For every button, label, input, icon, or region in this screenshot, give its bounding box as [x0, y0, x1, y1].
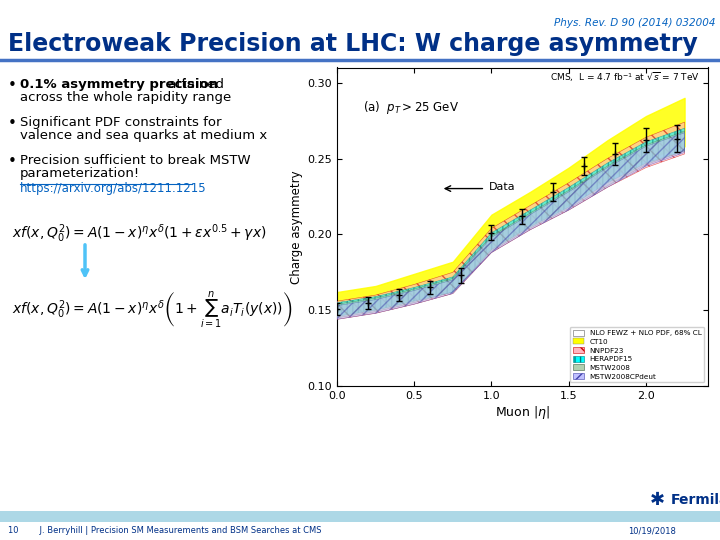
Text: CMS,  L = 4.7 fb$^{-1}$ at $\sqrt{s}$ = 7 TeV: CMS, L = 4.7 fb$^{-1}$ at $\sqrt{s}$ = 7… — [550, 71, 701, 84]
Text: Fermilab: Fermilab — [671, 493, 720, 507]
X-axis label: Muon $|\eta|$: Muon $|\eta|$ — [495, 404, 550, 421]
Legend: NLO FEWZ + NLO PDF, 68% CL, CT10, NNPDF23, HERAPDF15, MSTW2008, MSTW2008CPdeut: NLO FEWZ + NLO PDF, 68% CL, CT10, NNPDF2… — [570, 327, 704, 382]
Text: Electroweak Precision at LHC: W charge asymmetry: Electroweak Precision at LHC: W charge a… — [8, 32, 698, 56]
Text: https://arxiv.org/abs/1211.1215: https://arxiv.org/abs/1211.1215 — [20, 182, 207, 195]
Text: $xf(x, Q_0^2) = A(1-x)^\eta x^\delta (1 + \epsilon x^{0.5} + \gamma x)$: $xf(x, Q_0^2) = A(1-x)^\eta x^\delta (1 … — [12, 222, 266, 245]
Text: valence and sea quarks at medium x: valence and sea quarks at medium x — [20, 129, 267, 142]
Bar — [0, 511, 720, 522]
Text: 10/19/2018: 10/19/2018 — [628, 526, 676, 535]
Text: across the whole rapidity range: across the whole rapidity range — [20, 91, 231, 104]
Text: attained: attained — [164, 78, 224, 91]
Text: parameterization!: parameterization! — [20, 167, 140, 180]
Text: 0.1% asymmetry precision: 0.1% asymmetry precision — [20, 78, 218, 91]
Text: Significant PDF constraints for: Significant PDF constraints for — [20, 116, 222, 129]
Text: Phys. Rev. D 90 (2014) 032004: Phys. Rev. D 90 (2014) 032004 — [554, 18, 715, 28]
Text: ✱: ✱ — [649, 491, 665, 509]
Text: Data: Data — [489, 182, 516, 192]
Text: 10        J. Berryhill | Precision SM Measurements and BSM Searches at CMS: 10 J. Berryhill | Precision SM Measureme… — [8, 526, 322, 535]
Text: •: • — [8, 78, 17, 93]
Text: $xf(x, Q_0^2) = A(1-x)^\eta x^\delta \left(1 + \sum_{i=1}^{n} a_i T_i(y(x))\righ: $xf(x, Q_0^2) = A(1-x)^\eta x^\delta \le… — [12, 290, 292, 332]
Text: •: • — [8, 116, 17, 131]
Y-axis label: Charge asymmetry: Charge asymmetry — [290, 170, 303, 284]
Text: •: • — [8, 154, 17, 169]
Text: Precision sufficient to break MSTW: Precision sufficient to break MSTW — [20, 154, 251, 167]
Text: (a)  $p_T > 25$ GeV: (a) $p_T > 25$ GeV — [363, 99, 459, 116]
